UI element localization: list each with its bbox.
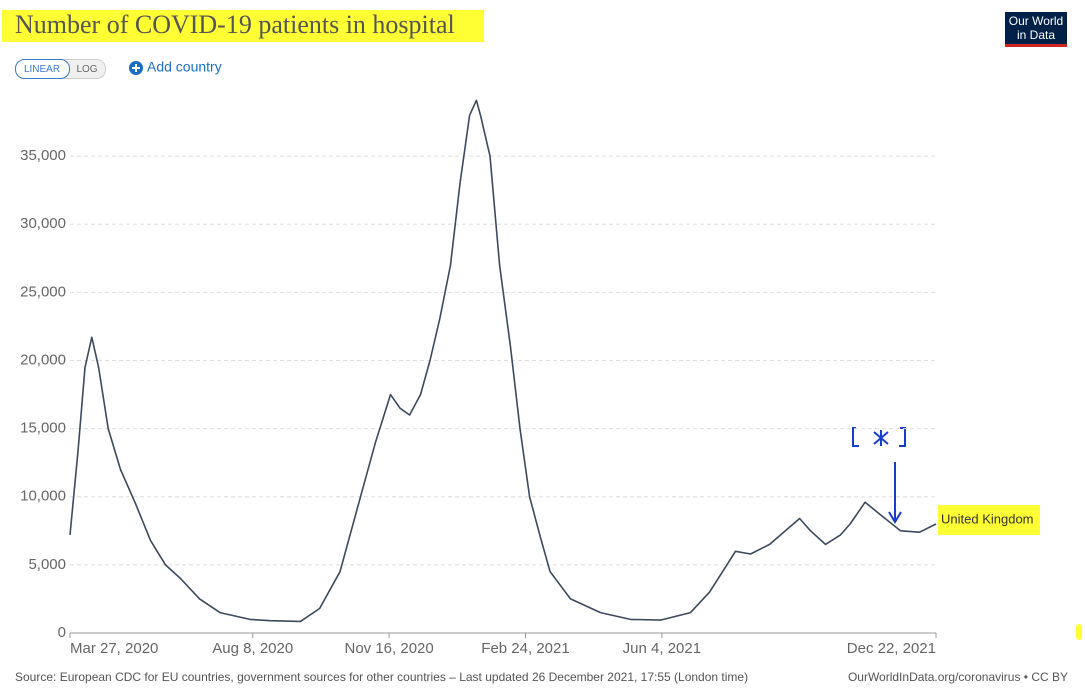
add-country[interactable]: Add country: [147, 59, 222, 75]
y-tick-label: 30,000: [20, 215, 66, 232]
linear-button[interactable]: [15, 59, 70, 79]
series-label: United Kingdom: [941, 511, 1034, 526]
highlight-mark: [1076, 624, 1082, 640]
x-tick-label: Dec 22, 2021: [847, 640, 936, 657]
source: Source: European CDC for EU countries, g…: [15, 670, 748, 684]
annotation-mark: [852, 427, 906, 447]
x-tick-label: Aug 8, 2020: [212, 640, 293, 657]
y-tick-label: 0: [58, 624, 66, 641]
x-tick-label: Jun 4, 2021: [623, 640, 701, 657]
series-line: [69, 99, 937, 623]
add-icon-plus: [132, 64, 140, 72]
label-highlight: [938, 505, 1040, 535]
logo[interactable]: [1005, 12, 1067, 47]
logo-text: in Data: [1017, 28, 1055, 42]
annotation-arrow: [888, 462, 902, 524]
log-button[interactable]: LOG: [76, 64, 97, 75]
logo-text: Our World: [1009, 14, 1063, 28]
y-tick-label: 15,000: [20, 420, 66, 437]
license: OurWorldInData.org/coronavirus • CC BY: [848, 670, 1068, 684]
y-tick-label: 5,000: [28, 556, 66, 573]
title-highlight: [2, 10, 484, 42]
x-tick-label: Feb 24, 2021: [481, 640, 569, 657]
chart-title: Number of COVID-19 patients in hospital: [15, 10, 455, 39]
linear-label: LINEAR: [24, 64, 60, 75]
y-tick-label: 25,000: [20, 283, 66, 300]
x-tick-label: Nov 16, 2020: [345, 640, 434, 657]
y-tick-label: 10,000: [20, 488, 66, 505]
logo-bar: [1005, 44, 1067, 47]
y-tick-label: 20,000: [20, 351, 66, 368]
y-tick-label: 35,000: [20, 147, 66, 164]
x-tick-label: Mar 27, 2020: [70, 640, 158, 657]
